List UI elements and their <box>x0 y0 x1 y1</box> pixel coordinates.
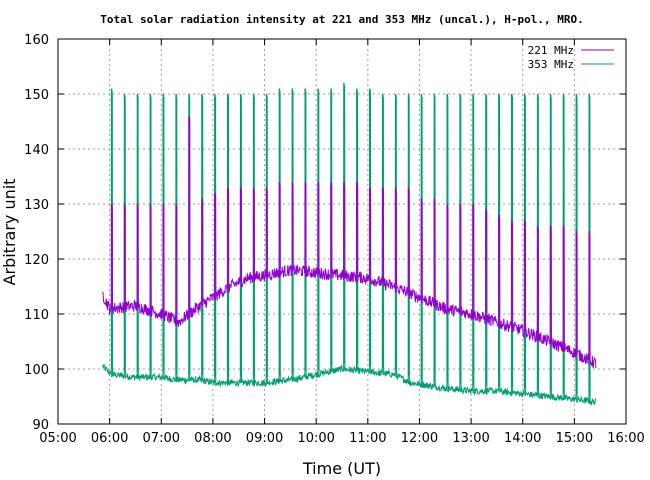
chart-title: Total solar radiation intensity at 221 a… <box>100 13 583 26</box>
series-line-353mhz <box>102 82 596 407</box>
y-tick-label: 130 <box>24 198 49 213</box>
y-tick-label: 110 <box>24 308 49 323</box>
y-tick-label: 100 <box>24 363 49 378</box>
x-axis-label: Time (UT) <box>302 459 381 478</box>
y-tick-label: 140 <box>24 143 49 158</box>
plot-frame <box>57 38 627 425</box>
series-line-221mhz <box>102 115 597 369</box>
y-tick-label: 120 <box>24 253 49 268</box>
y-tick-label: 150 <box>24 88 49 103</box>
x-tick-label: 16:00 <box>607 431 644 446</box>
x-tick-label: 13:00 <box>452 431 489 446</box>
x-tick-label: 07:00 <box>143 431 180 446</box>
axis-ticks: 90 100 110 120 130 140 150 160 05:00 06:00 07:00 08… <box>24 33 645 446</box>
x-tick-label: 09:00 <box>246 431 283 446</box>
x-tick-label: 05:00 <box>39 431 76 446</box>
y-tick-label: 90 <box>32 418 49 433</box>
legend-label: 353 MHz <box>528 58 574 71</box>
series-lines <box>102 82 597 407</box>
x-tick-label: 14:00 <box>504 431 541 446</box>
y-tick-label: 160 <box>24 33 49 48</box>
y-axis-label: Arbitrary unit <box>0 179 19 286</box>
x-tick-label: 15:00 <box>556 431 593 446</box>
x-tick-label: 10:00 <box>297 431 334 446</box>
grid-lines <box>58 39 626 424</box>
x-tick-label: 12:00 <box>401 431 438 446</box>
x-tick-label: 06:00 <box>91 431 128 446</box>
x-tick-label: 08:00 <box>194 431 231 446</box>
legend-label: 221 MHz <box>528 44 574 57</box>
x-tick-label: 11:00 <box>349 431 386 446</box>
